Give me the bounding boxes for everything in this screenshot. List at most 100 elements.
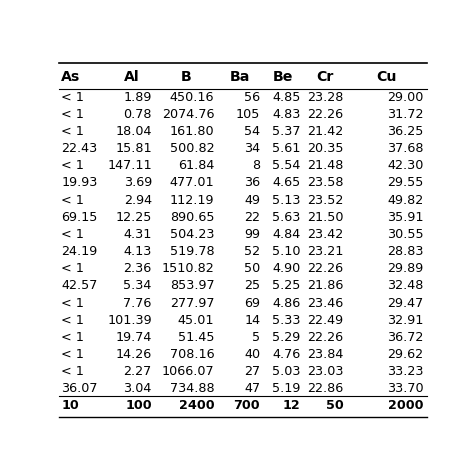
Text: 4.85: 4.85 bbox=[272, 91, 301, 104]
Text: 35.91: 35.91 bbox=[387, 211, 424, 224]
Text: 2400: 2400 bbox=[179, 400, 214, 412]
Text: 1066.07: 1066.07 bbox=[162, 365, 214, 378]
Text: 5: 5 bbox=[252, 331, 260, 344]
Text: 69.15: 69.15 bbox=[61, 211, 98, 224]
Text: 10: 10 bbox=[61, 400, 79, 412]
Text: < 1: < 1 bbox=[61, 159, 84, 173]
Text: < 1: < 1 bbox=[61, 297, 84, 310]
Text: 36.72: 36.72 bbox=[387, 331, 424, 344]
Text: 5.33: 5.33 bbox=[272, 314, 301, 327]
Text: 708.16: 708.16 bbox=[170, 348, 214, 361]
Text: < 1: < 1 bbox=[61, 125, 84, 138]
Text: 5.63: 5.63 bbox=[272, 211, 301, 224]
Text: 22.49: 22.49 bbox=[308, 314, 344, 327]
Text: 61.84: 61.84 bbox=[178, 159, 214, 173]
Text: 23.03: 23.03 bbox=[307, 365, 344, 378]
Text: 2.36: 2.36 bbox=[124, 262, 152, 275]
Text: 42.57: 42.57 bbox=[61, 279, 98, 292]
Text: 3.04: 3.04 bbox=[123, 383, 152, 395]
Text: 14.26: 14.26 bbox=[116, 348, 152, 361]
Text: 99: 99 bbox=[244, 228, 260, 241]
Text: < 1: < 1 bbox=[61, 228, 84, 241]
Text: 50: 50 bbox=[244, 262, 260, 275]
Text: 31.72: 31.72 bbox=[387, 108, 424, 121]
Text: < 1: < 1 bbox=[61, 348, 84, 361]
Text: 12.25: 12.25 bbox=[116, 211, 152, 224]
Text: 853.97: 853.97 bbox=[170, 279, 214, 292]
Text: 8: 8 bbox=[252, 159, 260, 173]
Text: 24.19: 24.19 bbox=[61, 245, 97, 258]
Text: 2000: 2000 bbox=[388, 400, 424, 412]
Text: 101.39: 101.39 bbox=[107, 314, 152, 327]
Text: 4.76: 4.76 bbox=[273, 348, 301, 361]
Text: 100: 100 bbox=[125, 400, 152, 412]
Text: 20.35: 20.35 bbox=[307, 142, 344, 155]
Text: 14: 14 bbox=[244, 314, 260, 327]
Text: 22.26: 22.26 bbox=[308, 331, 344, 344]
Text: 25: 25 bbox=[244, 279, 260, 292]
Text: 56: 56 bbox=[244, 91, 260, 104]
Text: 23.21: 23.21 bbox=[307, 245, 344, 258]
Text: 29.89: 29.89 bbox=[387, 262, 424, 275]
Text: 161.80: 161.80 bbox=[170, 125, 214, 138]
Text: 19.93: 19.93 bbox=[61, 176, 98, 190]
Text: 5.25: 5.25 bbox=[272, 279, 301, 292]
Text: 4.86: 4.86 bbox=[273, 297, 301, 310]
Text: 450.16: 450.16 bbox=[170, 91, 214, 104]
Text: 34: 34 bbox=[244, 142, 260, 155]
Text: 69: 69 bbox=[244, 297, 260, 310]
Text: 22.26: 22.26 bbox=[308, 108, 344, 121]
Text: 52: 52 bbox=[244, 245, 260, 258]
Text: 51.45: 51.45 bbox=[178, 331, 214, 344]
Text: 147.11: 147.11 bbox=[107, 159, 152, 173]
Text: 22: 22 bbox=[244, 211, 260, 224]
Text: 4.83: 4.83 bbox=[272, 108, 301, 121]
Text: 21.86: 21.86 bbox=[307, 279, 344, 292]
Text: 29.55: 29.55 bbox=[387, 176, 424, 190]
Text: 500.82: 500.82 bbox=[170, 142, 214, 155]
Text: 1510.82: 1510.82 bbox=[162, 262, 214, 275]
Text: 105: 105 bbox=[236, 108, 260, 121]
Text: 3.69: 3.69 bbox=[124, 176, 152, 190]
Text: 28.83: 28.83 bbox=[387, 245, 424, 258]
Text: 22.43: 22.43 bbox=[61, 142, 97, 155]
Text: Cr: Cr bbox=[316, 70, 334, 83]
Text: 21.50: 21.50 bbox=[307, 211, 344, 224]
Text: 54: 54 bbox=[244, 125, 260, 138]
Text: 42.30: 42.30 bbox=[387, 159, 424, 173]
Text: Be: Be bbox=[273, 70, 293, 83]
Text: 5.29: 5.29 bbox=[273, 331, 301, 344]
Text: 2.27: 2.27 bbox=[124, 365, 152, 378]
Text: 23.52: 23.52 bbox=[307, 194, 344, 207]
Text: 21.48: 21.48 bbox=[307, 159, 344, 173]
Text: 33.70: 33.70 bbox=[387, 383, 424, 395]
Text: 2.94: 2.94 bbox=[124, 194, 152, 207]
Text: 504.23: 504.23 bbox=[170, 228, 214, 241]
Text: 49: 49 bbox=[244, 194, 260, 207]
Text: 47: 47 bbox=[244, 383, 260, 395]
Text: 29.62: 29.62 bbox=[388, 348, 424, 361]
Text: 36.07: 36.07 bbox=[61, 383, 98, 395]
Text: < 1: < 1 bbox=[61, 314, 84, 327]
Text: 23.42: 23.42 bbox=[307, 228, 344, 241]
Text: 5.61: 5.61 bbox=[272, 142, 301, 155]
Text: 15.81: 15.81 bbox=[115, 142, 152, 155]
Text: 5.37: 5.37 bbox=[272, 125, 301, 138]
Text: 21.42: 21.42 bbox=[307, 125, 344, 138]
Text: 890.65: 890.65 bbox=[170, 211, 214, 224]
Text: 4.13: 4.13 bbox=[123, 245, 152, 258]
Text: 40: 40 bbox=[244, 348, 260, 361]
Text: < 1: < 1 bbox=[61, 194, 84, 207]
Text: 45.01: 45.01 bbox=[178, 314, 214, 327]
Text: As: As bbox=[61, 70, 80, 83]
Text: 5.34: 5.34 bbox=[123, 279, 152, 292]
Text: 32.91: 32.91 bbox=[387, 314, 424, 327]
Text: 477.01: 477.01 bbox=[170, 176, 214, 190]
Text: 36.25: 36.25 bbox=[387, 125, 424, 138]
Text: 49.82: 49.82 bbox=[387, 194, 424, 207]
Text: < 1: < 1 bbox=[61, 262, 84, 275]
Text: 5.13: 5.13 bbox=[272, 194, 301, 207]
Text: < 1: < 1 bbox=[61, 331, 84, 344]
Text: 0.78: 0.78 bbox=[123, 108, 152, 121]
Text: 37.68: 37.68 bbox=[387, 142, 424, 155]
